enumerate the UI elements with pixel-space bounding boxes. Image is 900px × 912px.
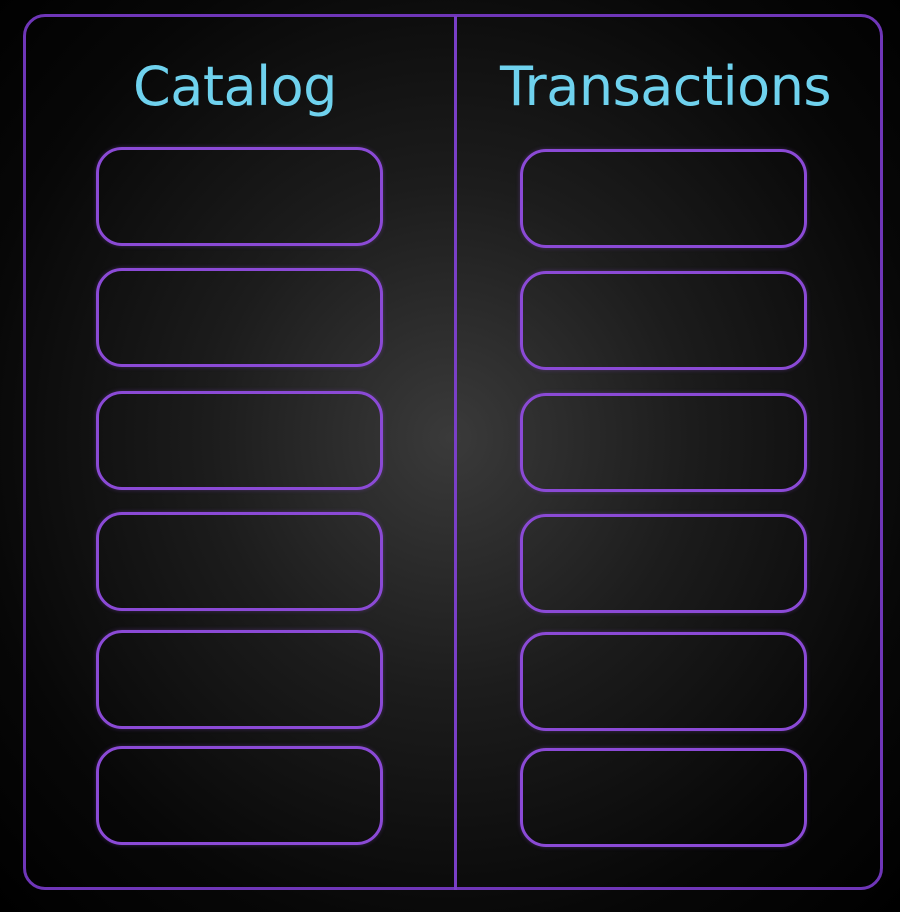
catalog-slot-4 bbox=[96, 512, 383, 611]
transactions-column-title: Transactions bbox=[500, 55, 832, 118]
column-divider bbox=[454, 16, 457, 890]
transactions-slot-1 bbox=[520, 149, 807, 248]
transactions-slot-4 bbox=[520, 514, 807, 613]
transactions-slot-2 bbox=[520, 271, 807, 370]
transactions-slot-5 bbox=[520, 632, 807, 731]
catalog-slot-3 bbox=[96, 391, 383, 490]
catalog-slot-2 bbox=[96, 268, 383, 367]
catalog-column-title: Catalog bbox=[133, 55, 337, 118]
transactions-slot-6 bbox=[520, 748, 807, 847]
catalog-slot-6 bbox=[96, 746, 383, 845]
transactions-slot-3 bbox=[520, 393, 807, 492]
diagram-frame bbox=[23, 14, 883, 890]
catalog-slot-1 bbox=[96, 147, 383, 246]
catalog-slot-5 bbox=[96, 630, 383, 729]
